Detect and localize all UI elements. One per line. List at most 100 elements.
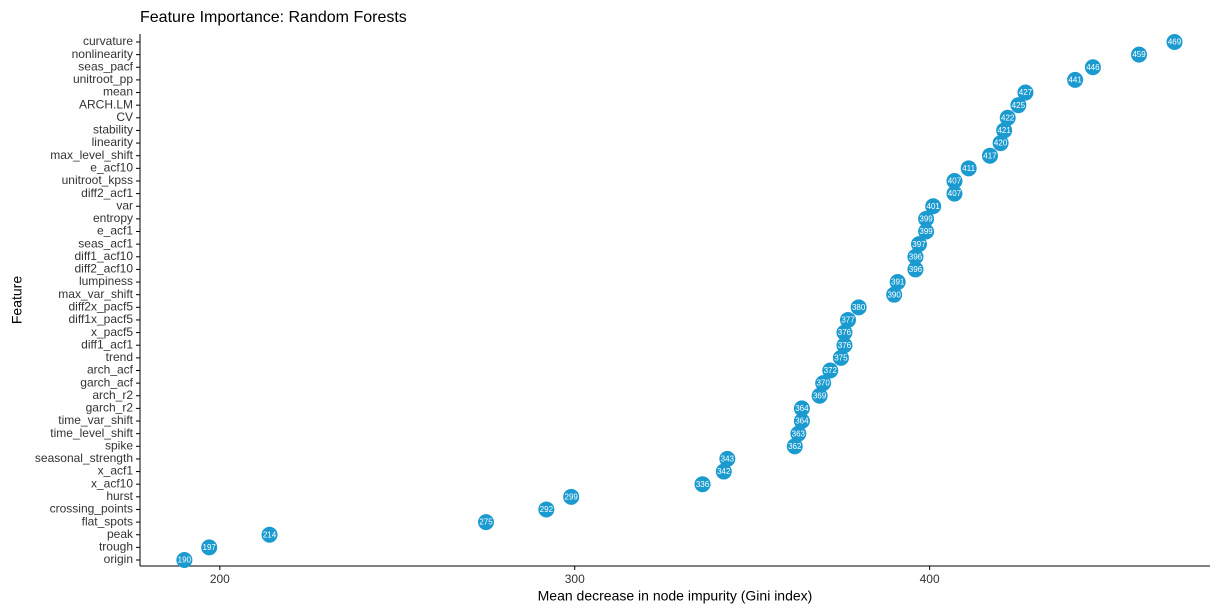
y-tick-label: e_acf1 — [97, 224, 133, 238]
y-tick-label: CV — [116, 110, 133, 124]
dot — [176, 552, 193, 568]
y-tick-label: diff2x_pacf5 — [69, 299, 134, 313]
dot — [850, 299, 867, 316]
y-tick-label: max_var_shift — [58, 287, 133, 301]
y-tick-label: diff2_acf10 — [75, 262, 134, 276]
dot-label: 459 — [1132, 50, 1146, 59]
dot-label: 407 — [948, 189, 962, 198]
dot — [1010, 97, 1027, 114]
dot-label: 375 — [834, 353, 848, 362]
dot — [815, 375, 832, 392]
dot — [840, 311, 857, 328]
dot — [261, 526, 278, 543]
y-tick-label: x_pacf5 — [91, 325, 133, 339]
dot — [907, 248, 924, 265]
y-tick-label: x_acf10 — [91, 476, 133, 490]
y-tick-label: seas_pacf — [78, 59, 133, 73]
y-tick-label: diff1_acf1 — [81, 337, 133, 351]
x-axis-label: Mean decrease in node impurity (Gini ind… — [538, 588, 813, 604]
dot — [793, 400, 810, 417]
dot — [981, 147, 998, 164]
dot-label: 399 — [919, 227, 933, 236]
dot-label: 390 — [887, 290, 901, 299]
dot — [1017, 84, 1034, 101]
dot-label: 441 — [1068, 76, 1082, 85]
dot-label: 369 — [813, 391, 827, 400]
dot — [822, 362, 839, 379]
dot-label: 214 — [263, 530, 277, 539]
dot-label: 190 — [178, 556, 192, 565]
y-tick-label: origin — [104, 552, 133, 566]
y-tick-label: nonlinearity — [72, 47, 133, 61]
dot-label: 425 — [1012, 101, 1026, 110]
y-tick-label: lumpiness — [79, 274, 133, 288]
dot — [793, 413, 810, 430]
y-tick-label: ARCH.LM — [79, 97, 133, 111]
dot-label: 197 — [203, 543, 217, 552]
dot-label: 399 — [919, 214, 933, 223]
dot-label: 292 — [540, 505, 554, 514]
dot — [946, 172, 963, 189]
y-tick-label: crossing_points — [50, 502, 133, 516]
dot — [925, 198, 942, 215]
dot — [790, 425, 807, 442]
y-tick-label: stability — [93, 123, 133, 137]
dot — [918, 223, 935, 240]
dot — [960, 160, 977, 177]
dot — [996, 122, 1013, 139]
dot-label: 469 — [1168, 38, 1182, 47]
y-tick-label: time_var_shift — [58, 413, 133, 427]
dot-label: 407 — [948, 177, 962, 186]
y-tick-label: unitroot_pp — [73, 72, 133, 86]
x-tick-label: 400 — [920, 572, 940, 586]
dot — [836, 324, 853, 341]
dot — [1084, 59, 1101, 76]
y-tick-label: diff2_acf1 — [81, 186, 133, 200]
dot-label: 417 — [983, 151, 997, 160]
chart-title: Feature Importance: Random Forests — [140, 9, 407, 26]
dot-label: 364 — [795, 404, 809, 413]
dot — [811, 387, 828, 404]
dot-label: 427 — [1019, 88, 1033, 97]
dot-label: 364 — [795, 417, 809, 426]
dot — [719, 450, 736, 467]
y-tick-label: trough — [99, 540, 133, 554]
dot — [1067, 71, 1084, 88]
dot — [478, 514, 495, 531]
dot — [538, 501, 555, 518]
dot-label: 376 — [838, 328, 852, 337]
dot-label: 275 — [479, 518, 493, 527]
dot-label: 343 — [721, 455, 735, 464]
dot-label: 376 — [838, 341, 852, 350]
dot — [918, 210, 935, 227]
dot — [563, 488, 580, 505]
y-tick-label: var — [116, 198, 133, 212]
y-tick-label: arch_r2 — [92, 388, 133, 402]
y-tick-label: diff1_acf10 — [75, 249, 134, 263]
dot — [992, 135, 1009, 152]
dot-label: 370 — [816, 379, 830, 388]
y-tick-label: garch_acf — [80, 375, 133, 389]
y-tick-label: max_level_shift — [50, 148, 133, 162]
y-tick-label: seas_acf1 — [78, 236, 133, 250]
dot-label: 336 — [696, 480, 710, 489]
y-tick-label: trend — [106, 350, 133, 364]
dot-label: 396 — [909, 265, 923, 274]
y-tick-label: linearity — [92, 135, 133, 149]
dot-label: 446 — [1086, 63, 1100, 72]
dot-label: 391 — [891, 278, 905, 287]
y-tick-label: x_acf1 — [98, 464, 134, 478]
dot — [832, 349, 849, 366]
y-tick-label: spike — [105, 438, 133, 452]
dot — [999, 109, 1016, 126]
dot — [907, 261, 924, 278]
y-axis-label: Feature — [9, 276, 25, 324]
dot-label: 377 — [841, 316, 855, 325]
dot-label: 342 — [717, 467, 731, 476]
y-tick-label: e_acf10 — [90, 161, 133, 175]
y-tick-label: entropy — [93, 211, 133, 225]
y-tick-label: peak — [107, 527, 134, 541]
dot-label: 380 — [852, 303, 866, 312]
dot-label: 422 — [1001, 113, 1015, 122]
